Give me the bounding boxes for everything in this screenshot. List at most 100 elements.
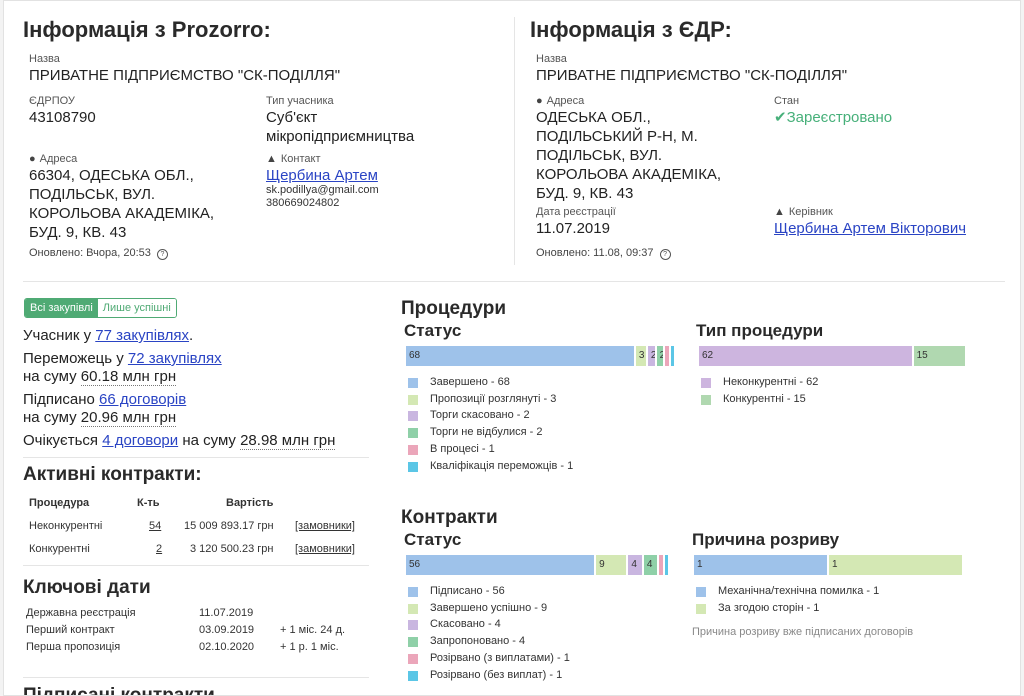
bar-segment[interactable]: 1 bbox=[665, 346, 669, 366]
table-header-procedure: Процедура bbox=[29, 497, 90, 509]
edr-name-label: Назва bbox=[536, 53, 567, 65]
bar-segment[interactable]: 2 bbox=[647, 346, 655, 366]
prozorro-address-label-row: ● Адреса bbox=[29, 153, 77, 165]
legend-swatch bbox=[408, 444, 418, 455]
winner-sum: 60.18 млн грн bbox=[80, 368, 177, 386]
stat-expected-text: Очікується bbox=[23, 432, 99, 449]
help-icon[interactable]: ? bbox=[659, 249, 671, 260]
bar-segment[interactable]: 56 bbox=[406, 555, 595, 575]
help-icon[interactable]: ? bbox=[156, 249, 168, 260]
bar-segment[interactable]: 2 bbox=[656, 346, 664, 366]
key-date-label-3: Перша пропозиція bbox=[26, 641, 121, 653]
user-icon: ▲ bbox=[266, 153, 277, 165]
expected-link[interactable]: 4 договори bbox=[102, 432, 179, 449]
legend-swatch bbox=[408, 394, 418, 405]
legend-swatch bbox=[408, 653, 418, 664]
prozorro-edrpou-label: ЄДРПОУ bbox=[29, 95, 75, 107]
legend-swatch bbox=[408, 637, 418, 648]
stat-participant: Учасник у 77 закупівлях. bbox=[23, 327, 193, 344]
legend-label: Механічна/технічна помилка - 1 bbox=[718, 585, 880, 597]
row2-procedure: Конкурентні bbox=[29, 543, 90, 555]
table-header-count: К-ть bbox=[137, 497, 160, 509]
legend-swatch bbox=[408, 603, 418, 614]
signed-sum: 20.96 млн грн bbox=[80, 409, 177, 427]
legend-label: За згодою сторін - 1 bbox=[718, 601, 820, 614]
winner-link[interactable]: 72 закупівлях bbox=[127, 350, 222, 367]
legend-label: Розірвано (без виплат) - 1 bbox=[430, 668, 563, 681]
bar-segment[interactable]: 1 bbox=[670, 346, 674, 366]
prozorro-type-line1: Суб'єкт bbox=[266, 109, 318, 126]
vertical-divider bbox=[514, 17, 515, 265]
contracts-reason-title: Причина розриву bbox=[692, 530, 840, 549]
legend-label: Запропоновано - 4 bbox=[430, 635, 526, 648]
legend-label: Конкурентні - 15 bbox=[723, 392, 806, 405]
bar-segment[interactable]: 68 bbox=[406, 346, 634, 366]
legend-label: Торги скасовано - 2 bbox=[430, 409, 530, 422]
key-date-value-1: 11.07.2019 bbox=[199, 607, 254, 619]
participant-link[interactable]: 77 закупівлях bbox=[95, 327, 190, 344]
bar-segment[interactable]: 1 bbox=[829, 555, 962, 575]
signed-link[interactable]: 66 договорів bbox=[99, 391, 187, 408]
edr-address-label: Адреса bbox=[546, 95, 585, 107]
filter-toggle: Всі закупівлі Лише успішні bbox=[24, 298, 177, 318]
prozorro-name: ПРИВАТНЕ ПІДПРИЄМСТВО "СК-ПОДІЛЛЯ" bbox=[29, 67, 341, 84]
legend-label: Завершено успішно - 9 bbox=[430, 601, 548, 614]
prozorro-contact-phone: 380669024802 bbox=[266, 197, 340, 209]
stat-expected: Очікується 4 договори на суму 28.98 млн … bbox=[23, 432, 336, 450]
edr-address-3: ПОДІЛЬСЬК, ВУЛ. bbox=[536, 147, 663, 164]
key-date-extra-2: + 1 міс. 24 д. bbox=[280, 624, 346, 636]
edr-address-label-row: ● Адреса bbox=[536, 95, 584, 107]
bar-segment[interactable]: 1 bbox=[659, 555, 663, 575]
row1-count-link[interactable]: 54 bbox=[149, 520, 162, 532]
edr-state-row: ✔Зареєстровано bbox=[774, 108, 892, 127]
stat-expected-mid: на суму bbox=[182, 432, 236, 449]
row1-customers-link[interactable]: [замовники] bbox=[295, 520, 355, 532]
bar-segment[interactable]: 3 bbox=[635, 346, 646, 366]
procedures-status-title: Статус bbox=[404, 321, 462, 340]
bar-segment[interactable]: 62 bbox=[699, 346, 912, 366]
contracts-status-title: Статус bbox=[404, 530, 462, 549]
legend-swatch bbox=[408, 378, 418, 388]
stat-signed-text: Підписано bbox=[23, 391, 95, 408]
bar-segment[interactable]: 4 bbox=[643, 555, 658, 575]
bar-segment[interactable]: 1 bbox=[694, 555, 827, 575]
prozorro-contact-label-row: ▲ Контакт bbox=[266, 153, 321, 165]
bar-segment[interactable]: 15 bbox=[913, 346, 965, 366]
procedures-type-title: Тип процедури bbox=[696, 321, 824, 340]
edr-address-5: БУД. 9, КВ. 43 bbox=[536, 185, 634, 202]
table-header-value: Вартість bbox=[226, 497, 274, 509]
toggle-all-purchases[interactable]: Всі закупівлі bbox=[25, 299, 98, 317]
active-contracts-title: Активні контракти: bbox=[23, 464, 202, 485]
row2-customers-link[interactable]: [замовники] bbox=[295, 543, 355, 555]
legend-label: Неконкурентні - 62 bbox=[723, 376, 819, 388]
edr-address-4: КОРОЛЬОВА АКАДЕМІКА, bbox=[536, 166, 722, 183]
edr-head-name-link[interactable]: Щербина Артем Вікторович bbox=[774, 220, 967, 237]
legend-swatch bbox=[696, 587, 706, 597]
legend-label: Завершено - 68 bbox=[430, 376, 510, 388]
row2-value: 3 120 500.23 грн bbox=[190, 543, 274, 555]
map-marker-icon: ● bbox=[536, 95, 543, 107]
legend-swatch bbox=[701, 378, 711, 388]
bar-segment[interactable]: 4 bbox=[628, 555, 642, 575]
stats-divider bbox=[23, 457, 369, 458]
prozorro-address-label: Адреса bbox=[39, 153, 78, 165]
row2-count-link[interactable]: 2 bbox=[156, 543, 163, 555]
prozorro-address-1: 66304, ОДЕСЬКА ОБЛ., bbox=[29, 167, 194, 184]
company-card: Інформація з Prozorro: Назва ПРИВАТНЕ ПІ… bbox=[3, 0, 1021, 696]
edr-state: Зареєстровано bbox=[786, 109, 893, 126]
legend-swatch bbox=[408, 587, 418, 597]
bar-segment[interactable]: 1 bbox=[664, 555, 668, 575]
user-icon: ▲ bbox=[774, 206, 785, 218]
legend-swatch bbox=[408, 670, 418, 681]
stat-winner: Переможець у 72 закупівлях bbox=[23, 350, 222, 367]
stat-signed-sum-text: на суму bbox=[23, 409, 77, 426]
edr-state-label: Стан bbox=[774, 95, 800, 107]
toggle-success-only[interactable]: Лише успішні bbox=[97, 299, 176, 317]
stat-winner-text: Переможець у bbox=[23, 350, 124, 367]
edr-reg-date-label: Дата реєстрації bbox=[536, 206, 616, 218]
prozorro-contact-name-link[interactable]: Щербина Артем bbox=[266, 167, 378, 184]
legend-swatch bbox=[408, 620, 418, 631]
edr-updated: Оновлено: 11.08, 09:37 bbox=[536, 247, 654, 259]
edr-address-2: ПОДІЛЬСЬКИЙ Р-Н, М. bbox=[536, 128, 698, 145]
bar-segment[interactable]: 9 bbox=[596, 555, 627, 575]
